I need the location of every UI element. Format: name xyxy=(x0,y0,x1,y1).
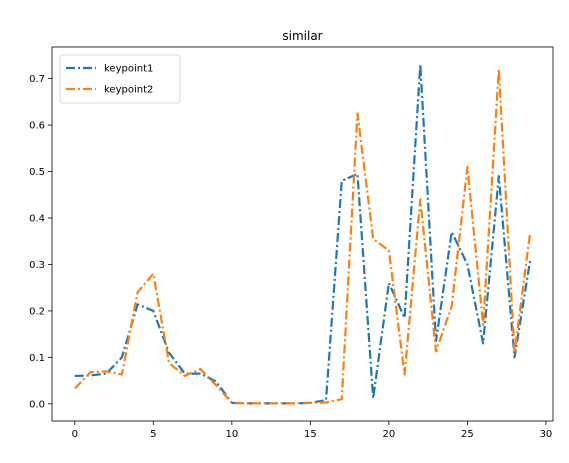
y-tick-label: 0.3 xyxy=(29,260,45,271)
y-tick-label: 0.2 xyxy=(29,306,45,317)
x-tick-label: 20 xyxy=(383,429,396,440)
y-tick-label: 0.0 xyxy=(29,399,45,410)
chart-title: similar xyxy=(282,29,322,43)
x-tick-label: 5 xyxy=(150,429,156,440)
legend-label-2: keypoint2 xyxy=(104,85,153,96)
axes-frame xyxy=(51,46,554,422)
x-axis: 0 5 10 15 20 25 30 xyxy=(72,421,553,440)
y-tick-label: 0.4 xyxy=(29,213,45,224)
y-tick-label: 0.6 xyxy=(29,121,45,132)
series-line-2 xyxy=(73,68,532,405)
x-tick-label: 25 xyxy=(461,429,474,440)
x-tick-label: 10 xyxy=(225,429,238,440)
x-tick-label: 30 xyxy=(540,429,553,440)
y-tick-label: 0.7 xyxy=(29,74,45,85)
legend-label-1: keypoint1 xyxy=(104,64,153,75)
x-tick-label: 0 xyxy=(72,429,78,440)
y-tick-label: 0.1 xyxy=(29,353,45,364)
series-line-1 xyxy=(74,63,532,405)
x-tick-label: 15 xyxy=(304,429,317,440)
legend: keypoint1 keypoint2 xyxy=(59,54,181,104)
legend-box xyxy=(59,54,181,104)
y-axis: 0.0 0.1 0.2 0.3 0.4 0.5 0.6 0.7 xyxy=(29,74,52,410)
y-tick-label: 0.5 xyxy=(29,167,45,178)
plot-lines xyxy=(73,63,532,405)
